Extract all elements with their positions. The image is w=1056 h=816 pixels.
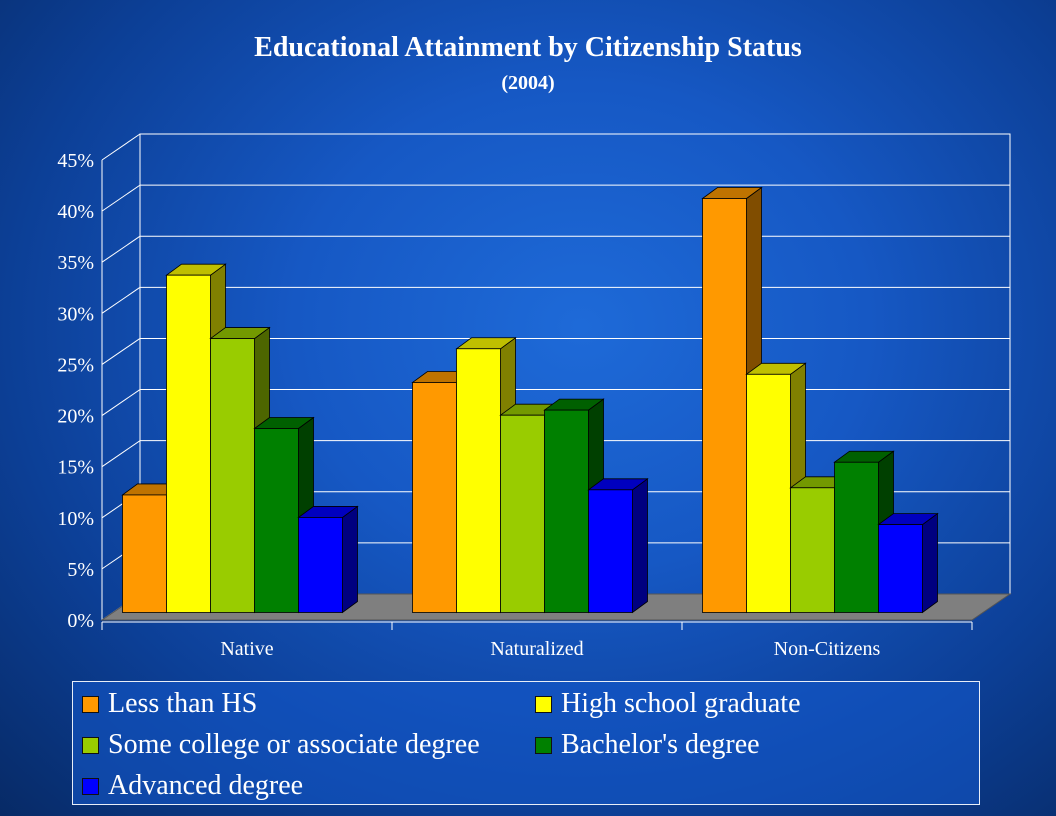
legend-label: Some college or associate degree [108,729,480,760]
bar [500,414,545,613]
y-tick-label: 20% [57,406,94,428]
gridline-side [101,133,141,161]
x-tick-label: Naturalized [490,638,583,660]
bar [544,409,589,613]
chart-title: Educational Attainment by Citizenship St… [254,32,802,63]
legend-swatch [535,695,552,713]
bar [456,348,501,613]
bar [790,487,835,613]
bar [834,461,879,613]
bar-side [632,478,648,614]
gridline-side [101,235,141,263]
y-tick-label: 5% [67,559,94,581]
legend-label: Advanced degree [108,770,304,801]
bar [254,428,299,613]
y-tick-label: 10% [57,508,94,530]
y-tick-label: 25% [57,354,94,376]
bar [166,274,211,613]
bar-side [922,512,938,614]
gridline-side [101,286,141,314]
legend-item: Some college or associate degree [82,729,480,761]
bar [878,524,923,613]
legend-swatch [82,736,99,754]
legend-item: Bachelor's degree [535,729,760,761]
y-tick-label: 40% [57,201,94,223]
legend-label: Bachelor's degree [561,729,760,760]
legend: Less than HS High school graduate Some c… [72,681,980,805]
bar-side [342,505,358,614]
legend-label: High school graduate [561,688,801,719]
bar [702,198,747,613]
gridline-side [101,184,141,212]
y-tick-label: 45% [57,150,94,172]
legend-item: High school graduate [535,688,801,720]
bar [122,494,167,613]
legend-swatch [82,695,99,713]
bar [746,373,791,613]
bar [298,517,343,613]
gridline-side [101,440,141,468]
x-tick-label: Native [220,638,273,660]
gridline-side [101,389,141,416]
y-tick-label: 30% [57,303,94,325]
legend-label: Less than HS [108,688,258,719]
bar [210,338,255,613]
x-tick-label: Non-Citizens [774,638,881,660]
y-tick-label: 15% [57,457,94,479]
bar [588,489,633,613]
bar [412,382,457,613]
legend-item: Less than HS [82,688,257,720]
gridline-side [101,338,141,365]
chart-subtitle: (2004) [501,72,555,94]
y-tick-label: 35% [57,252,94,274]
y-tick-label: 0% [67,610,94,632]
legend-swatch [82,777,99,795]
legend-item: Advanced degree [82,770,303,802]
legend-swatch [535,736,552,754]
